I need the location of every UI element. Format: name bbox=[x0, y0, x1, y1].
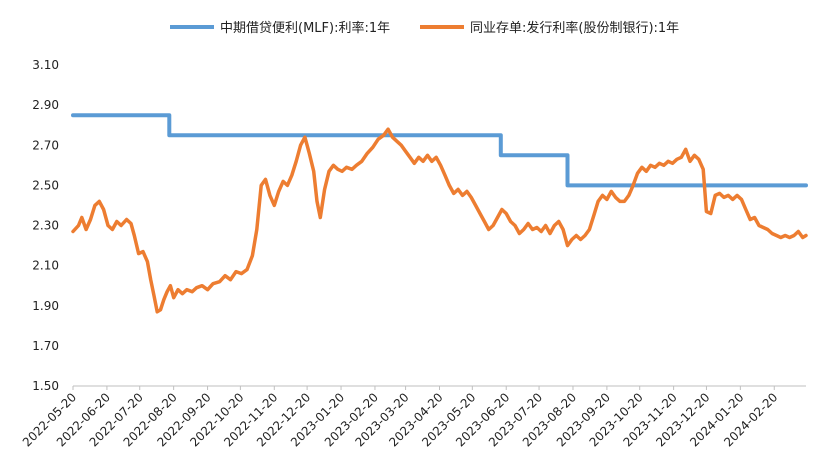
y-axis: 3.10 2.90 2.70 2.50 2.30 2.10 1.90 1.70 1.50 bbox=[32, 58, 59, 393]
legend-label-ncd: 同业存单:发行利率(股份制银行):1年 bbox=[470, 20, 679, 36]
y-tick-label: 1.70 bbox=[32, 339, 59, 353]
legend: 中期借贷便利(MLF):利率:1年 同业存单:发行利率(股份制银行):1年 bbox=[170, 20, 679, 36]
y-tick-label: 2.70 bbox=[32, 138, 59, 152]
y-tick-label: 1.50 bbox=[32, 379, 59, 393]
y-tick-label: 2.10 bbox=[32, 259, 59, 273]
y-tick-label: 2.30 bbox=[32, 219, 59, 233]
series-line-ncd bbox=[71, 127, 808, 314]
y-tick-label: 2.90 bbox=[32, 98, 59, 112]
y-tick-label: 1.90 bbox=[32, 299, 59, 313]
series-line-mlf bbox=[71, 113, 808, 188]
legend-label-mlf: 中期借贷便利(MLF):利率:1年 bbox=[220, 20, 390, 36]
y-tick-label: 2.50 bbox=[32, 178, 59, 192]
y-tick-label: 3.10 bbox=[32, 58, 59, 72]
series-layer bbox=[71, 113, 808, 314]
x-axis: 2022-05-202022-06-202022-07-202022-08-20… bbox=[20, 385, 806, 449]
